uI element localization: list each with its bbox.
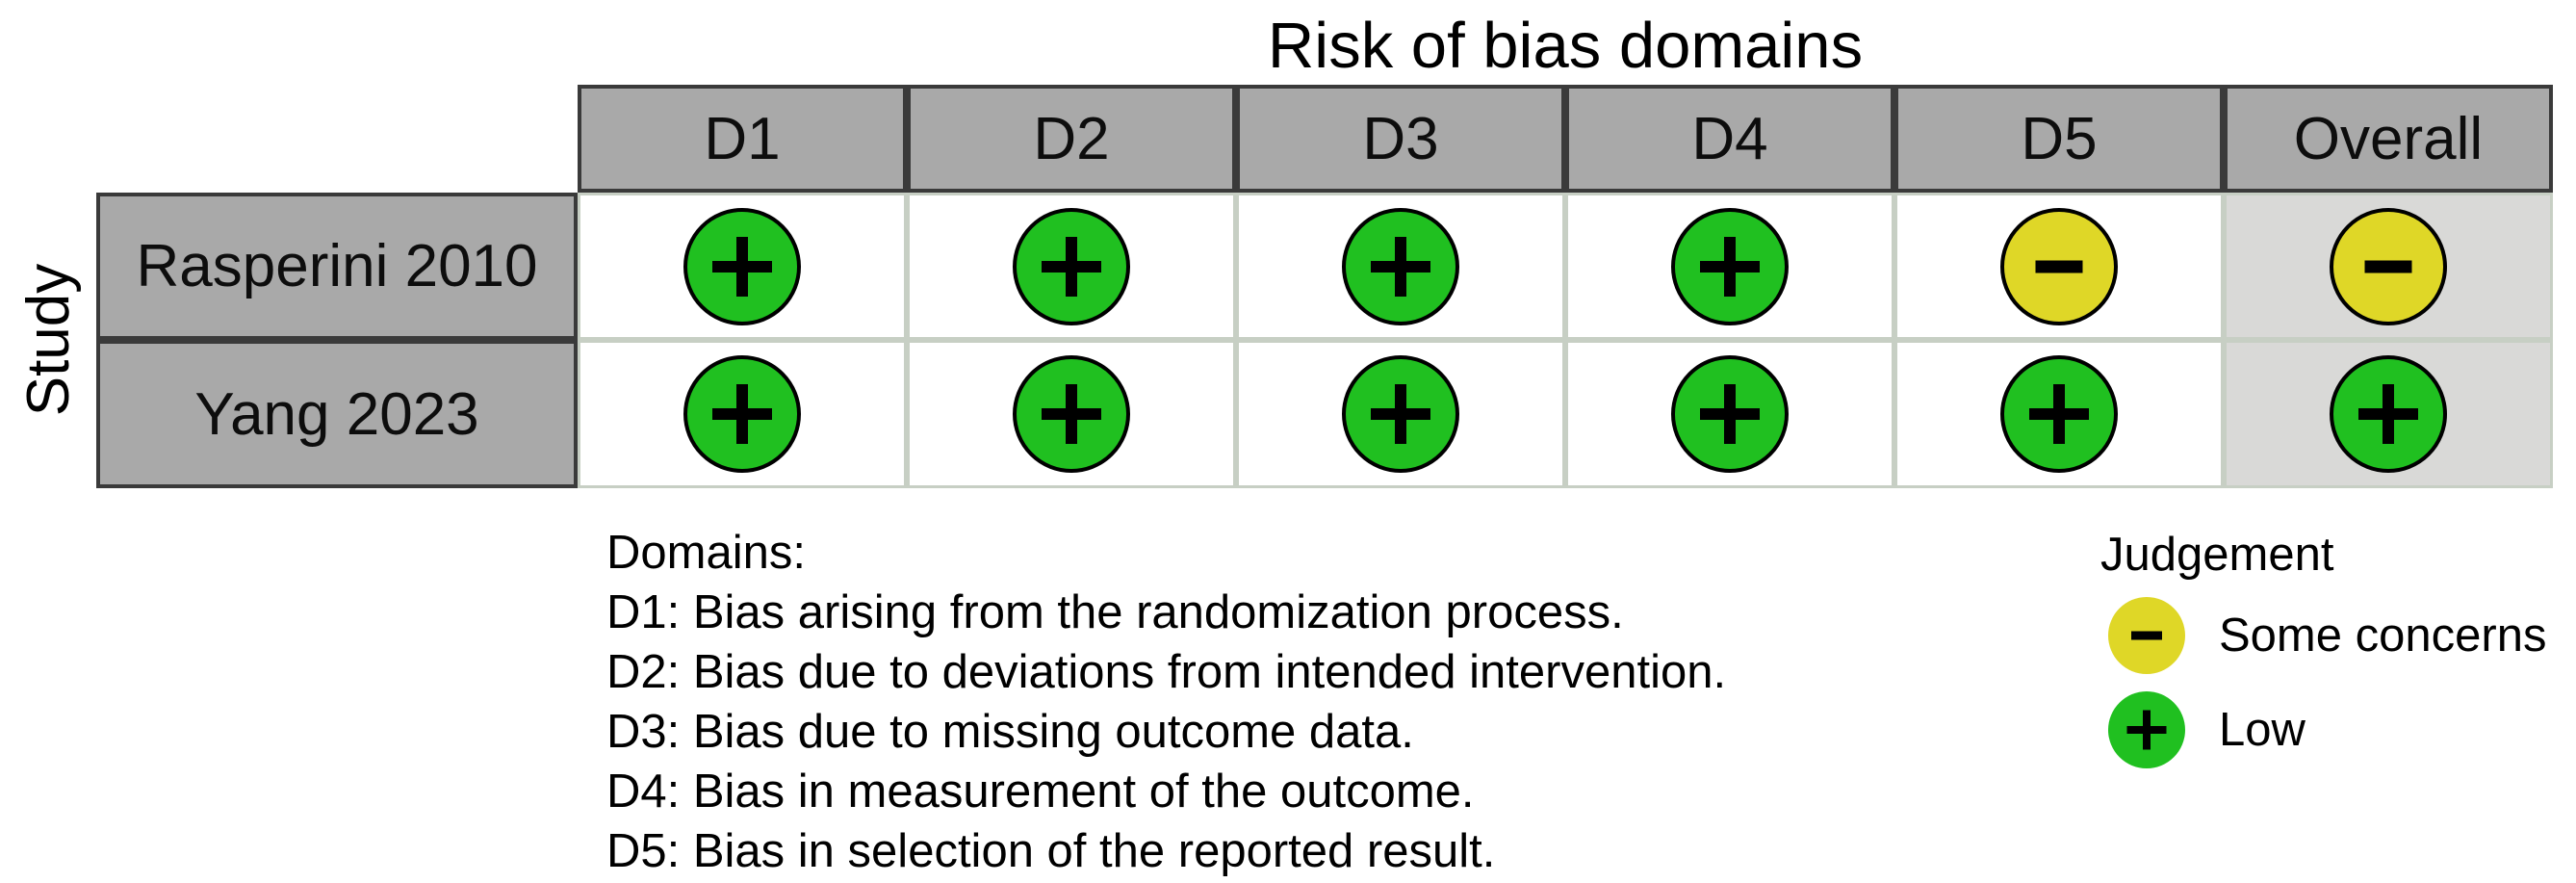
judgement-circle-low <box>1671 207 1789 325</box>
study-row-label: Rasperini 2010 <box>96 193 578 340</box>
column-header-d1: D1 <box>578 85 907 193</box>
column-header-d5: D5 <box>1894 85 2224 193</box>
judgement-cell-rasperini-2010-d4 <box>1565 193 1894 340</box>
judgement-circle-some-concerns <box>2330 207 2447 325</box>
plus-icon <box>2383 384 2394 444</box>
judgement-legend-item: Low <box>2108 691 2546 768</box>
judgement-circle-low <box>1342 355 1459 473</box>
judgement-cell-rasperini-2010-d5 <box>1894 193 2224 340</box>
domain-definition: D1: Bias arising from the randomization … <box>606 586 1624 638</box>
judgement-circle-low <box>1671 355 1789 473</box>
judgement-circle-low <box>2000 355 2118 473</box>
plus-icon <box>1395 236 1406 297</box>
minus-icon <box>2035 260 2083 273</box>
plus-icon <box>1724 236 1736 297</box>
judgement-cell-rasperini-2010-overall <box>2224 193 2553 340</box>
judgement-circle-some-concerns <box>2108 597 2185 674</box>
plus-icon <box>736 236 748 297</box>
minus-icon <box>2364 260 2412 273</box>
plus-icon <box>1724 384 1736 444</box>
plus-icon <box>1066 236 1077 297</box>
judgement-circle-low <box>1013 355 1130 473</box>
plus-icon <box>1395 384 1406 444</box>
column-header-d2: D2 <box>907 85 1236 193</box>
column-header-d3: D3 <box>1236 85 1565 193</box>
plus-icon <box>1066 384 1077 444</box>
study-row-label: Yang 2023 <box>96 340 578 488</box>
judgement-circle-low <box>1013 207 1130 325</box>
column-header-d4: D4 <box>1565 85 1894 193</box>
judgement-legend-heading: Judgement <box>2100 529 2334 581</box>
judgement-cell-yang-2023-d4 <box>1565 340 1894 488</box>
judgement-legend-item: Some concerns <box>2108 597 2546 674</box>
judgement-cell-yang-2023-d1 <box>578 340 907 488</box>
judgement-cell-rasperini-2010-d3 <box>1236 193 1565 340</box>
judgement-circle-low <box>683 207 801 325</box>
domains-legend: Domains: D1: Bias arising from the rando… <box>606 523 1726 881</box>
plus-icon <box>736 384 748 444</box>
domain-definition: D5: Bias in selection of the reported re… <box>606 825 1496 877</box>
judgement-cell-yang-2023-d5 <box>1894 340 2224 488</box>
judgement-cell-yang-2023-overall <box>2224 340 2553 488</box>
judgement-cell-rasperini-2010-d1 <box>578 193 907 340</box>
plus-icon <box>2053 384 2065 444</box>
domain-definition: D2: Bias due to deviations from intended… <box>606 646 1727 698</box>
judgement-circle-low <box>1342 207 1459 325</box>
judgement-legend: Some concerns Low <box>2108 597 2546 768</box>
judgement-cell-yang-2023-d3 <box>1236 340 1565 488</box>
domains-legend-heading: Domains: <box>606 527 806 579</box>
domain-definition: D3: Bias due to missing outcome data. <box>606 706 1414 758</box>
judgement-legend-label: Low <box>2219 704 2306 756</box>
judgement-legend-label: Some concerns <box>2219 610 2547 662</box>
column-header-overall: Overall <box>2224 85 2553 193</box>
figure-title: Risk of bias domains <box>1267 10 1864 82</box>
judgement-circle-low <box>683 355 801 473</box>
judgement-circle-some-concerns <box>2000 207 2118 325</box>
judgement-circle-low <box>2108 691 2185 768</box>
judgement-cell-yang-2023-d2 <box>907 340 1236 488</box>
judgement-circle-low <box>2330 355 2447 473</box>
judgement-cell-rasperini-2010-d2 <box>907 193 1236 340</box>
minus-icon <box>2131 631 2162 640</box>
plus-icon <box>2143 710 2151 750</box>
study-axis-label: Study <box>14 263 82 417</box>
domain-definition: D4: Bias in measurement of the outcome. <box>606 766 1475 818</box>
